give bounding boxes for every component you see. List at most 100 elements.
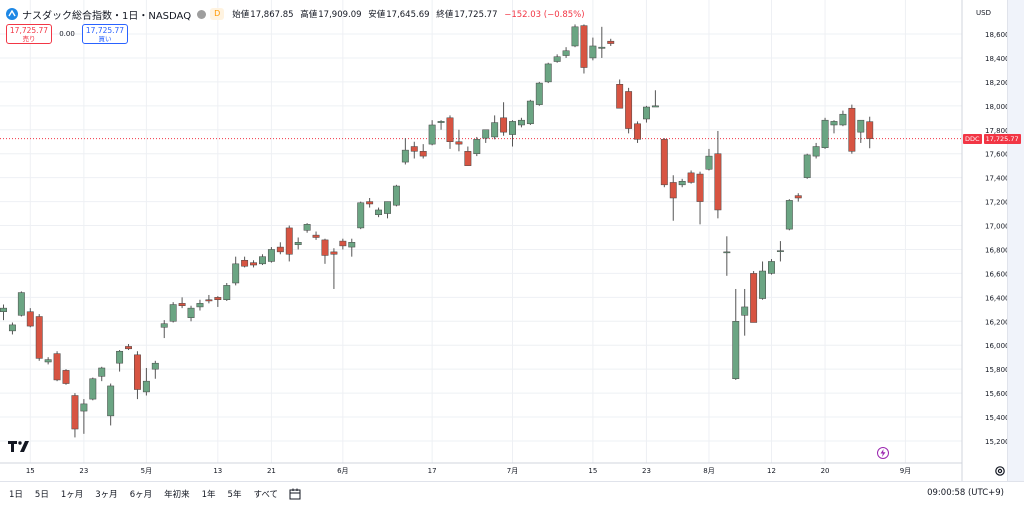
- candle-body: [599, 47, 605, 48]
- candle-body: [652, 106, 658, 107]
- candle-body: [402, 150, 408, 162]
- range-1y[interactable]: 1年: [199, 488, 219, 500]
- candle-body: [277, 247, 283, 252]
- timezone-clock[interactable]: 09:00:58 (UTC+9): [927, 488, 1004, 498]
- candle-body: [393, 186, 399, 205]
- candle-body: [27, 312, 33, 326]
- candle: [688, 170, 694, 183]
- candle: [456, 130, 462, 152]
- range-1m[interactable]: 1ヶ月: [58, 488, 86, 500]
- candle-body: [438, 121, 444, 122]
- candle: [295, 238, 301, 250]
- time-tick-label: 13: [213, 467, 222, 475]
- candle: [795, 193, 801, 201]
- countdown-tag: DDC: [963, 134, 982, 144]
- candle-body: [616, 84, 622, 108]
- currency-selector[interactable]: USD: [976, 6, 1002, 20]
- candle: [197, 300, 203, 311]
- candle: [250, 260, 256, 267]
- candle: [384, 202, 390, 219]
- candle-body: [670, 182, 676, 198]
- candle: [804, 154, 810, 179]
- candle: [393, 185, 399, 207]
- candle: [858, 120, 864, 143]
- candle: [536, 82, 542, 106]
- candle: [179, 297, 185, 308]
- candle: [697, 172, 703, 225]
- candle: [786, 199, 792, 230]
- candle: [161, 320, 167, 338]
- candle: [554, 54, 560, 62]
- candle-body: [536, 83, 542, 105]
- buy-button[interactable]: 17,725.77 買い: [82, 24, 128, 44]
- candle: [572, 24, 578, 47]
- candle: [500, 102, 506, 136]
- candle: [72, 393, 78, 437]
- candle: [518, 118, 524, 128]
- candle-body: [9, 325, 15, 331]
- lightning-icon[interactable]: [877, 447, 889, 459]
- range-5d[interactable]: 5日: [32, 488, 52, 500]
- range-all[interactable]: すべて: [250, 488, 281, 500]
- candle: [509, 120, 515, 146]
- tradingview-logo-icon[interactable]: [8, 441, 30, 453]
- candle-body: [634, 124, 640, 140]
- time-tick-label: 8月: [703, 467, 714, 475]
- candle-body: [411, 147, 417, 152]
- candle-body: [527, 101, 533, 124]
- time-tick-label: 15: [588, 467, 597, 475]
- symbol-title[interactable]: ナスダック総合指数・1日・NASDAQ: [22, 7, 191, 22]
- range-ytd[interactable]: 年初来: [161, 488, 193, 500]
- trade-panel: 17,725.77 売り 0.00 17,725.77 買い: [6, 24, 128, 44]
- candle-body: [286, 228, 292, 254]
- candle: [322, 239, 328, 264]
- candle: [259, 254, 265, 265]
- candle-body: [608, 41, 614, 43]
- candle-body: [224, 285, 230, 299]
- range-5y[interactable]: 5年: [225, 488, 245, 500]
- bottom-toolbar: 1日 5日 1ヶ月 3ヶ月 6ヶ月 年初来 1年 5年 すべて 09:00:58…: [0, 481, 1024, 505]
- candle-body: [625, 91, 631, 128]
- candle-body: [0, 308, 6, 312]
- candle: [232, 257, 238, 286]
- calendar-goto-icon[interactable]: [289, 488, 301, 500]
- high-label: 高値: [300, 10, 317, 20]
- range-6m[interactable]: 6ヶ月: [127, 488, 155, 500]
- chart-grid: [0, 0, 962, 463]
- candle-body: [197, 303, 203, 307]
- candle-body: [697, 174, 703, 202]
- spread-value: 0.00: [52, 30, 82, 38]
- candle: [9, 322, 15, 334]
- sell-price: 17,725.77: [7, 26, 51, 35]
- candle: [188, 306, 194, 322]
- candle: [54, 351, 60, 381]
- candle: [616, 79, 622, 108]
- candle: [438, 120, 444, 130]
- candle-body: [813, 147, 819, 157]
- candle-body: [366, 202, 372, 204]
- sell-button[interactable]: 17,725.77 売り: [6, 24, 52, 44]
- last-price-label: 17,725.77: [984, 134, 1021, 144]
- settings-gear-icon[interactable]: [994, 465, 1006, 477]
- candle: [170, 302, 176, 322]
- candle: [18, 291, 24, 316]
- candle-body: [107, 386, 113, 416]
- candle: [366, 198, 372, 208]
- candle: [491, 115, 497, 139]
- candle-body: [724, 252, 730, 253]
- range-3m[interactable]: 3ヶ月: [92, 488, 120, 500]
- delayed-badge[interactable]: D: [210, 8, 224, 20]
- candle: [581, 24, 587, 73]
- market-status-icon: [197, 10, 206, 19]
- range-1d[interactable]: 1日: [6, 488, 26, 500]
- candle: [331, 248, 337, 289]
- time-tick-label: 7月: [507, 467, 518, 475]
- candle: [429, 120, 435, 145]
- candle-body: [491, 123, 497, 137]
- candle: [358, 202, 364, 230]
- last-price-tag: DDC 17,725.77: [963, 134, 1021, 144]
- candle-body: [777, 251, 783, 252]
- candle: [599, 27, 605, 58]
- candle-body: [206, 300, 212, 301]
